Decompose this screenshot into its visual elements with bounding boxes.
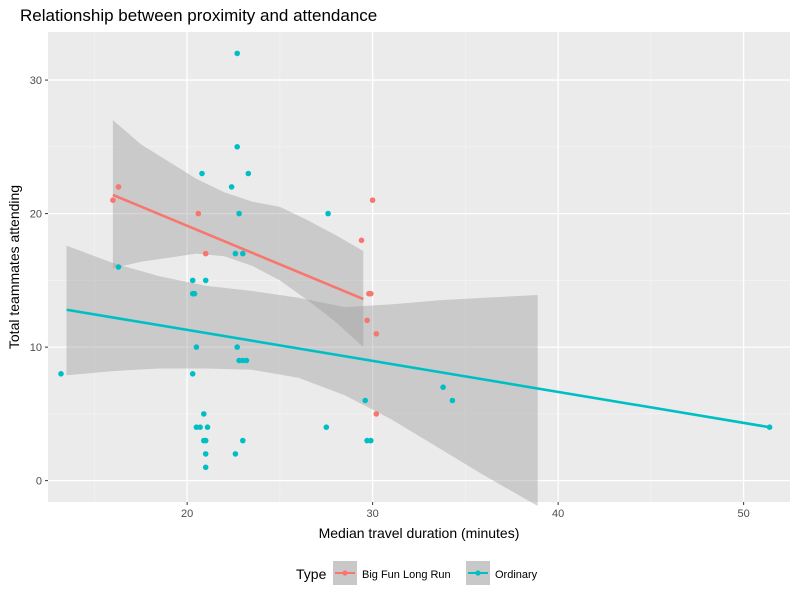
y-tick-label: 20 <box>30 209 42 221</box>
x-tick-label: 40 <box>552 508 564 520</box>
data-point-ordinary <box>325 210 331 217</box>
x-tick-label: 30 <box>367 508 379 520</box>
data-point-big-fun-long-run <box>195 210 202 217</box>
data-point-ordinary <box>189 277 196 284</box>
data-point-ordinary <box>245 170 252 177</box>
data-point-ordinary <box>204 424 211 431</box>
data-point-ordinary <box>202 464 209 471</box>
data-point-ordinary <box>368 437 374 444</box>
x-tick-label: 20 <box>181 508 193 520</box>
x-axis-title: Median travel duration (minutes) <box>319 525 520 541</box>
data-point-big-fun-long-run <box>373 331 380 337</box>
data-point-ordinary <box>115 264 122 270</box>
data-point-ordinary <box>234 344 240 350</box>
data-point-ordinary <box>323 424 330 431</box>
data-point-big-fun-long-run <box>202 250 209 257</box>
data-point-ordinary <box>240 437 246 444</box>
y-tick-label: 0 <box>36 476 42 488</box>
legend-label-ordinary: Ordinary <box>495 569 538 581</box>
y-tick-label: 10 <box>30 342 42 354</box>
legend-key-point <box>342 570 348 576</box>
data-point-big-fun-long-run <box>373 411 380 417</box>
data-point-ordinary <box>240 250 246 257</box>
confidence-ribbons <box>66 120 538 506</box>
data-point-big-fun-long-run <box>364 317 370 324</box>
data-point-ordinary <box>202 437 209 444</box>
data-point-ordinary <box>202 451 209 457</box>
data-points <box>58 50 773 471</box>
legend-item-big-fun-long-run: Big Fun Long Run <box>333 561 451 585</box>
data-point-ordinary <box>449 397 456 404</box>
grid-minor <box>48 32 790 502</box>
data-point-big-fun-long-run <box>110 197 116 203</box>
data-point-ordinary <box>234 50 240 57</box>
plot-panel <box>48 32 790 502</box>
data-point-ordinary <box>228 184 235 190</box>
data-point-ordinary <box>243 357 250 364</box>
x-tick-label: 50 <box>738 508 750 520</box>
data-point-ordinary <box>193 344 200 350</box>
legend-key-point <box>475 570 481 576</box>
confidence-ribbon-ordinary <box>66 245 538 506</box>
data-point-ordinary <box>236 210 242 217</box>
legend-item-ordinary: Ordinary <box>466 561 538 585</box>
chart-title: Relationship between proximity and atten… <box>20 6 377 25</box>
data-point-ordinary <box>232 250 239 257</box>
y-tick-label: 30 <box>30 75 42 87</box>
x-axis: 20 30 40 50 <box>181 502 750 520</box>
legend: Type Big Fun Long Run Ordinary <box>296 561 538 585</box>
data-point-ordinary <box>234 144 240 150</box>
fit-line-ordinary <box>66 308 770 429</box>
data-point-ordinary <box>202 277 209 284</box>
data-point-big-fun-long-run <box>368 290 374 297</box>
y-axis-title: Total teammates attending <box>6 185 22 349</box>
data-point-ordinary <box>201 411 207 417</box>
data-point-ordinary <box>58 371 64 377</box>
data-point-ordinary <box>199 170 205 177</box>
data-point-ordinary <box>191 290 198 297</box>
data-point-big-fun-long-run <box>358 237 365 244</box>
data-point-ordinary <box>189 371 196 377</box>
legend-title: Type <box>296 566 327 582</box>
confidence-ribbon-big-fun-long-run <box>112 120 364 348</box>
data-point-ordinary <box>440 384 446 391</box>
data-point-big-fun-long-run <box>369 197 376 203</box>
data-point-big-fun-long-run <box>115 184 122 190</box>
data-point-ordinary <box>362 397 369 404</box>
data-point-ordinary <box>232 451 239 457</box>
fit-lines <box>66 193 770 429</box>
fit-line-big-fun-long-run <box>112 193 364 301</box>
data-point-ordinary <box>197 424 203 431</box>
y-axis: 0 10 20 30 <box>30 75 48 488</box>
legend-label-big-fun-long-run: Big Fun Long Run <box>362 569 451 581</box>
